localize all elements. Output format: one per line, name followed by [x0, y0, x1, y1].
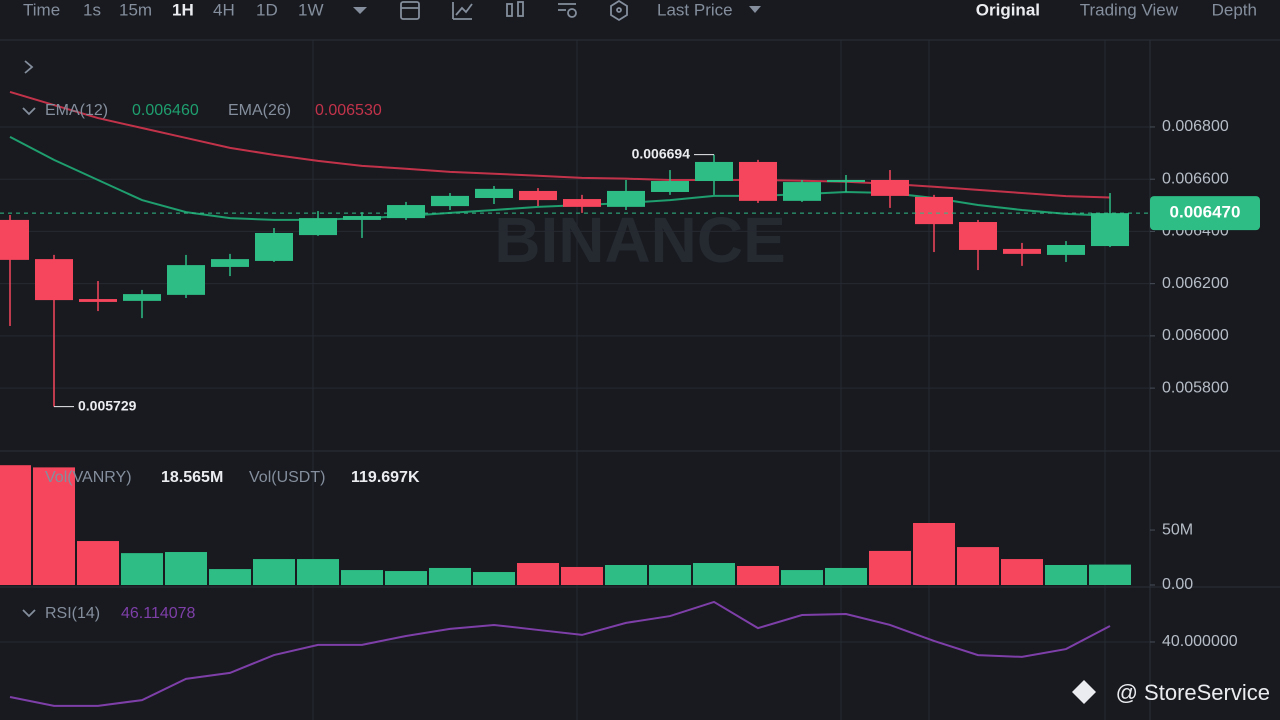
volume-bar: [385, 571, 427, 585]
candle-body: [607, 190, 645, 207]
credit-logo: [1072, 680, 1096, 704]
volume-bar: [209, 569, 251, 585]
toolbar-icons[interactable]: [353, 0, 761, 22]
ema-line: [9, 91, 1111, 199]
volume-bar: [0, 465, 31, 585]
collapse-chevron[interactable]: [22, 107, 36, 116]
candle-body: [211, 259, 249, 267]
y-tick-label: 0.00: [1162, 576, 1193, 593]
y-tick-label: 0.006200: [1162, 275, 1229, 292]
legend-value: 18.565M: [161, 469, 223, 486]
volume-bar: [165, 552, 207, 585]
candle-body: [79, 299, 117, 302]
candle-body: [783, 182, 821, 201]
volume-bar: [737, 565, 779, 585]
y-tick-label: 40.000000: [1162, 633, 1238, 650]
last-price-box: [1150, 196, 1260, 231]
legend-name: EMA(12): [45, 102, 108, 119]
legend-name: Vol(VANRY): [45, 469, 132, 486]
volume-bar: [649, 564, 691, 585]
candle-body: [431, 195, 469, 207]
vertical-grid: [312, 40, 1106, 720]
y-tick-label: 0.006600: [1162, 170, 1229, 187]
volume-bar: [429, 567, 471, 585]
volume-bar: [297, 559, 339, 585]
volume-bar: [121, 553, 163, 585]
interval-button[interactable]: 1D: [256, 0, 278, 19]
last-price-label: 0.006470: [1170, 203, 1241, 222]
watermark: BINANCE: [494, 204, 786, 276]
candle-body: [1091, 213, 1129, 247]
volume-bar: [825, 567, 867, 585]
candle-body: [739, 161, 777, 201]
candle-body: [915, 196, 953, 225]
price-type-select[interactable]: Last Price: [657, 0, 733, 19]
candle-body: [1047, 245, 1085, 255]
high-label: 0.006694: [632, 145, 691, 161]
interval-button[interactable]: 1W: [298, 0, 324, 19]
candle-body: [1003, 248, 1041, 254]
legend-name: RSI(14): [45, 605, 100, 622]
view-tab[interactable]: Trading View: [1080, 0, 1179, 19]
candle-body: [475, 188, 513, 198]
interval-button[interactable]: 15m: [119, 0, 152, 19]
credit: @ StoreService: [1116, 680, 1270, 705]
expand-chevron[interactable]: [24, 60, 34, 74]
candle-body: [519, 190, 557, 201]
volume-bar: [561, 566, 603, 585]
y-tick-label: 0.006800: [1162, 118, 1229, 135]
candle-body: [0, 219, 29, 260]
candle-body: [871, 179, 909, 196]
volume-bar: [341, 570, 383, 585]
view-tab[interactable]: Depth: [1212, 0, 1257, 19]
interval-button[interactable]: 1s: [83, 0, 101, 19]
volume-bar: [517, 563, 559, 585]
legend-value: 119.697K: [351, 469, 420, 486]
volume-bar: [605, 564, 647, 585]
volume-bar: [781, 570, 823, 585]
candle-body: [35, 259, 73, 301]
y-tick-label: 0.005800: [1162, 379, 1229, 396]
interval-button[interactable]: Time: [23, 0, 60, 19]
legend-name: Vol(USDT): [249, 469, 325, 486]
legend-name: EMA(26): [228, 102, 291, 119]
volume-bar: [913, 523, 955, 585]
volume-bar: [1089, 564, 1131, 585]
view-tab[interactable]: Original: [976, 0, 1040, 19]
interval-button[interactable]: 4H: [213, 0, 235, 19]
volume-bar: [869, 550, 911, 585]
rsi-line: [9, 600, 1111, 707]
volume-bar: [1001, 559, 1043, 585]
candle-body: [167, 265, 205, 295]
y-tick-label: 0.006000: [1162, 327, 1229, 344]
y-tick-label: 50M: [1162, 521, 1193, 538]
candle-body: [651, 181, 689, 192]
volume-bar: [473, 572, 515, 585]
candle-body: [343, 216, 381, 220]
candle-body: [299, 218, 337, 236]
legend-value: 46.114078: [121, 605, 196, 622]
volume-bar: [957, 547, 999, 585]
interval-button[interactable]: 1H: [172, 0, 194, 19]
candle-body: [827, 179, 865, 183]
candle-body: [959, 222, 997, 250]
volume-bar: [77, 541, 119, 585]
collapse-chevron[interactable]: [22, 609, 36, 618]
candle-body: [563, 199, 601, 207]
candle-body: [255, 232, 293, 261]
low-label: 0.005729: [78, 397, 137, 413]
legend-value: 0.006460: [132, 102, 199, 119]
volume-bar: [33, 467, 75, 585]
volume-bar: [693, 563, 735, 585]
legend-value: 0.006530: [315, 102, 382, 119]
volume-bar: [253, 559, 295, 585]
candle-body: [695, 161, 733, 182]
volume-bar: [1045, 564, 1087, 585]
candle-body: [123, 294, 161, 301]
candle-body: [387, 205, 425, 219]
